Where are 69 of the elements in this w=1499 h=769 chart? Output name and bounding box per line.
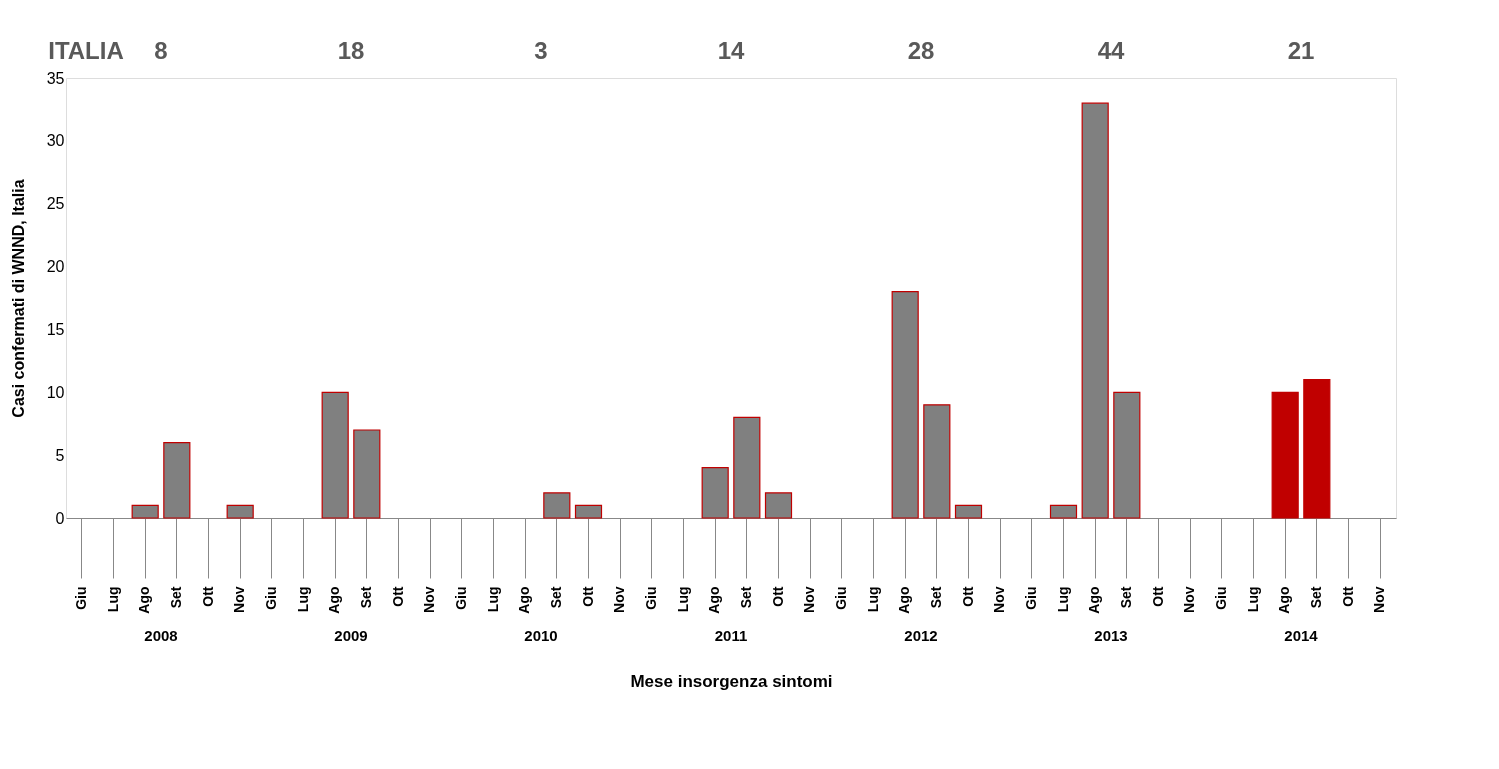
- x-tick-label: Ott: [959, 586, 976, 607]
- x-tick-label: Ago: [326, 586, 343, 614]
- x-tick-label: Giu: [262, 586, 279, 610]
- bar: [1271, 391, 1299, 519]
- x-tick-label: Nov: [1181, 586, 1198, 613]
- text: 3: [534, 37, 548, 64]
- x-tick-label: Giu: [1212, 586, 1229, 610]
- x-tick-label: Ago: [1276, 586, 1293, 614]
- x-tick-label: Set: [1117, 586, 1134, 609]
- text: 2009: [334, 627, 368, 644]
- text: ITALIA: [48, 37, 124, 64]
- x-tick-label: Nov: [801, 586, 818, 613]
- x-tick-label: Giu: [72, 586, 89, 610]
- text: 2013: [1094, 627, 1128, 644]
- text: 2014: [1284, 627, 1319, 644]
- y-tick-label: 10: [46, 383, 65, 401]
- x-tick-label: Ott: [1149, 586, 1166, 607]
- y-axis-title: Casi confermati di WNND, Italia: [9, 179, 27, 418]
- bar: [1303, 379, 1331, 519]
- y-tick-label: 15: [46, 320, 65, 338]
- x-tick-label: Set: [927, 586, 944, 609]
- x-tick-label: Set: [737, 586, 754, 609]
- text: 2008: [144, 627, 178, 644]
- x-tick-label: Giu: [642, 586, 659, 610]
- y-tick-label: 35: [46, 69, 65, 87]
- text: 2012: [904, 627, 938, 644]
- y-tick-label: 5: [55, 446, 65, 464]
- x-axis-title: Mese insorgenza sintomi: [630, 671, 833, 691]
- x-tick-label: Ott: [199, 586, 216, 607]
- x-tick-label: Lug: [484, 586, 501, 613]
- x-tick-label: Ago: [1086, 586, 1103, 614]
- text: 21: [1287, 37, 1315, 64]
- x-tick-label: Lug: [104, 586, 121, 613]
- x-tick-label: Ago: [706, 586, 723, 614]
- x-tick-label: Giu: [832, 586, 849, 610]
- x-tick-label: Ott: [389, 586, 406, 607]
- y-tick-label: 25: [46, 195, 65, 213]
- x-tick-label: Nov: [231, 586, 248, 613]
- x-tick-label: Nov: [421, 586, 438, 613]
- y-tick-label: 20: [46, 258, 65, 276]
- x-tick-label: Lug: [1054, 586, 1071, 613]
- x-tick-label: Lug: [294, 586, 311, 613]
- x-tick-label: Set: [357, 586, 374, 609]
- x-tick-label: Giu: [452, 586, 469, 610]
- text: 2011: [714, 627, 748, 644]
- x-tick-label: Lug: [1244, 586, 1261, 613]
- x-tick-label: Ago: [516, 586, 533, 614]
- x-tick-label: Ago: [896, 586, 913, 614]
- x-tick-label: Set: [547, 586, 564, 609]
- x-tick-label: Nov: [991, 586, 1008, 613]
- text: 44: [1097, 37, 1125, 64]
- text: 14: [717, 37, 745, 64]
- text: 28: [907, 37, 935, 64]
- x-tick-label: Lug: [864, 586, 881, 613]
- text: 8: [154, 37, 168, 64]
- x-tick-label: Lug: [674, 586, 691, 613]
- x-tick-label: Nov: [611, 586, 628, 613]
- text: 18: [337, 37, 365, 64]
- y-tick-label: 0: [55, 509, 65, 527]
- x-tick-label: Ott: [579, 586, 596, 607]
- x-tick-label: Set: [1307, 586, 1324, 609]
- x-tick-label: Nov: [1371, 586, 1388, 613]
- x-tick-label: Giu: [1022, 586, 1039, 610]
- x-tick-label: Ott: [1339, 586, 1356, 607]
- x-tick-label: Set: [167, 586, 184, 609]
- text: 2010: [524, 627, 558, 644]
- x-tick-label: Ago: [136, 586, 153, 614]
- x-tick-label: Ott: [769, 586, 786, 607]
- y-tick-label: 30: [46, 132, 65, 150]
